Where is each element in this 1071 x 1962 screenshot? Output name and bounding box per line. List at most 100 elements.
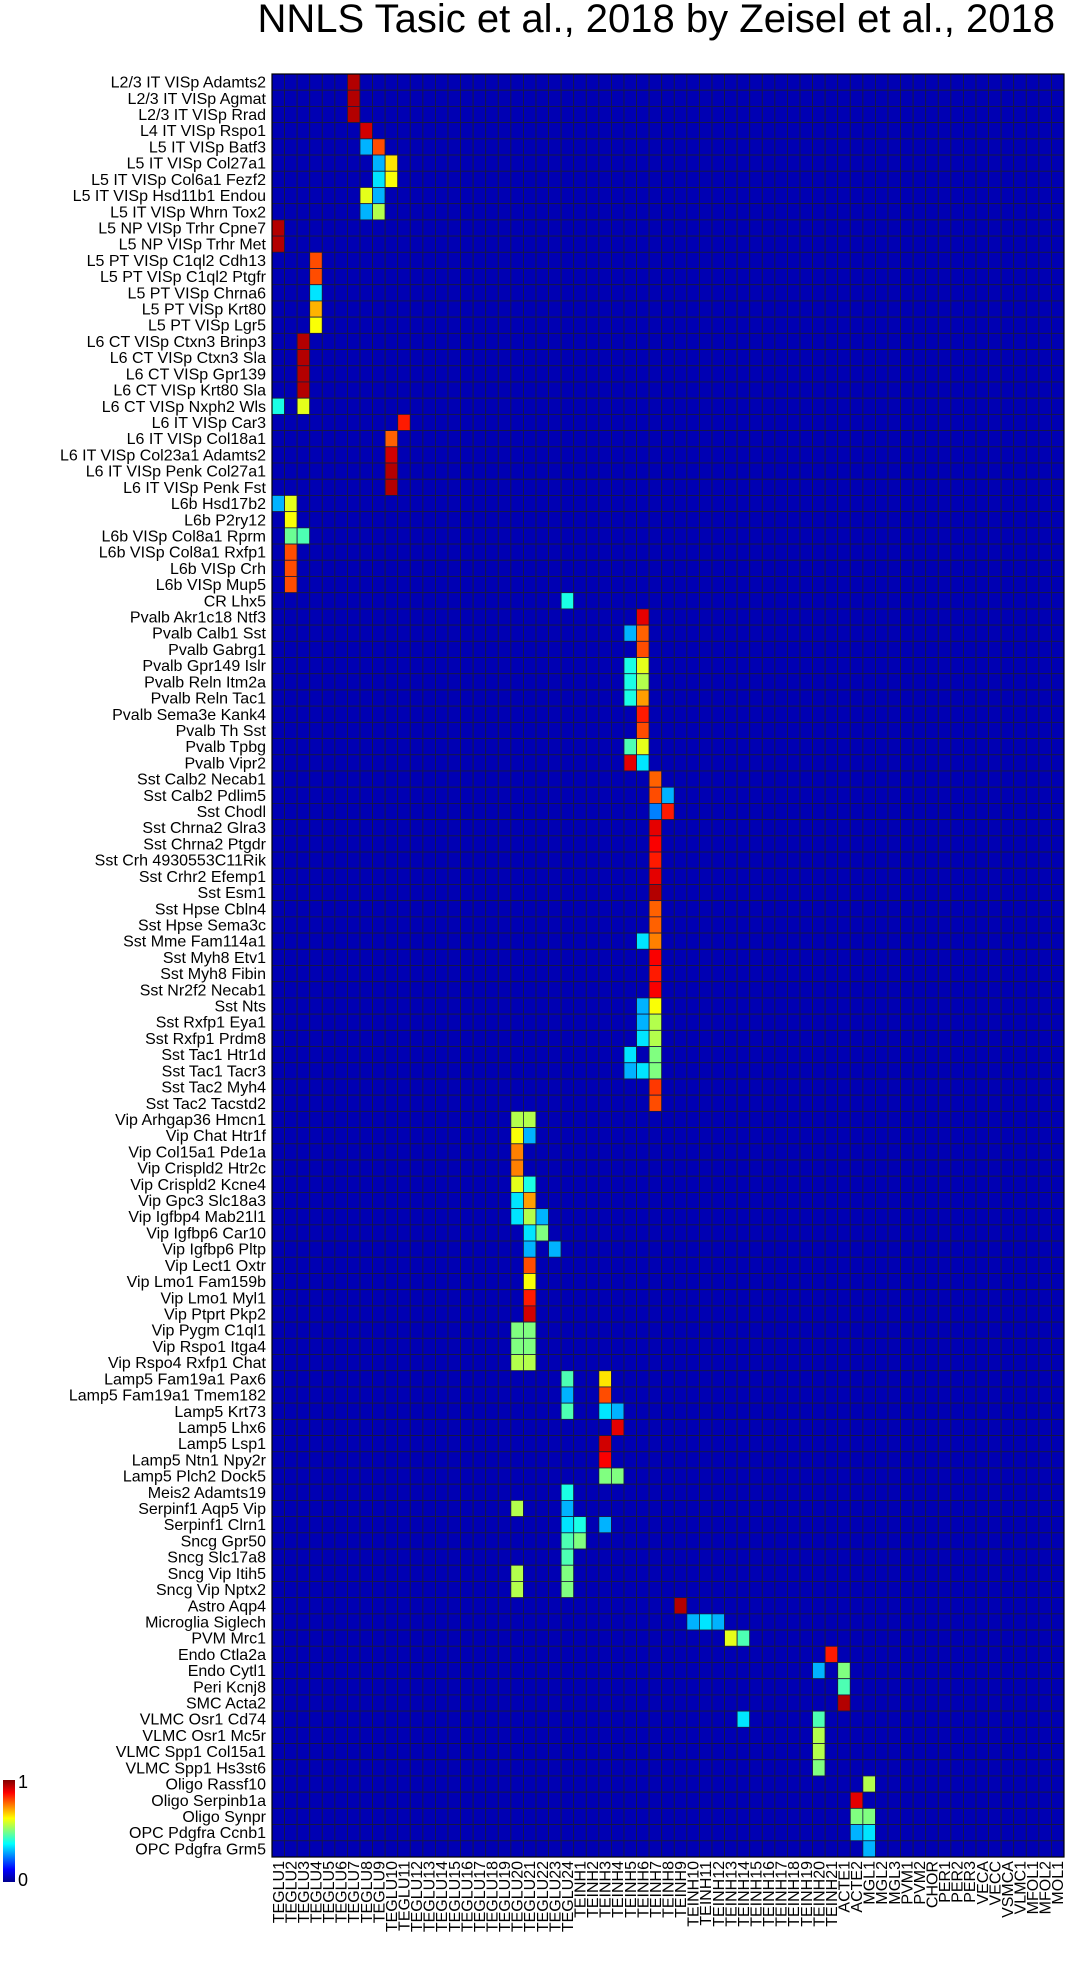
heatmap-cell (887, 1256, 901, 1274)
heatmap-cell (296, 332, 311, 350)
heatmap-cell (887, 511, 901, 529)
heatmap-cell (661, 981, 675, 999)
row-label: Sst Chrna2 Glra3 (142, 820, 266, 837)
heatmap-cell (975, 1256, 989, 1274)
heatmap-cell (925, 203, 939, 221)
heatmap-cell (548, 624, 562, 642)
heatmap-cell (925, 948, 939, 966)
heatmap-cell (384, 349, 399, 367)
heatmap-cell (535, 981, 549, 999)
heatmap-cell (875, 511, 889, 529)
heatmap-cell (673, 1029, 688, 1047)
heatmap-cell (271, 478, 285, 496)
heatmap-cell (560, 997, 575, 1015)
heatmap-cell (623, 1175, 637, 1193)
heatmap-cell (309, 608, 323, 626)
heatmap-cell (636, 1159, 650, 1177)
heatmap-cell (673, 1078, 688, 1096)
heatmap-cell (686, 965, 700, 983)
row-label: Sst Calb2 Pdlim5 (143, 788, 266, 805)
heatmap-cell (485, 997, 499, 1015)
heatmap-cell (774, 381, 788, 399)
row-label: Vip Chat Htr1f (166, 1128, 267, 1145)
heatmap-cell (862, 640, 876, 658)
heatmap-cell (736, 689, 751, 707)
heatmap-cell (761, 495, 776, 513)
heatmap-cell (950, 332, 964, 350)
heatmap-cell (824, 381, 839, 399)
heatmap-cell (699, 349, 713, 367)
heatmap-cell (887, 106, 901, 124)
heatmap-cell (523, 965, 537, 983)
column-label: TEINH1 (573, 1861, 590, 1918)
heatmap-cell (774, 1029, 788, 1047)
heatmap-cell (950, 495, 964, 513)
heatmap-cell (611, 1013, 625, 1031)
heatmap-cell (1038, 754, 1052, 772)
heatmap-cell (397, 1224, 411, 1242)
heatmap-cell (447, 381, 461, 399)
heatmap-cell (460, 495, 474, 513)
heatmap-cell (585, 381, 600, 399)
heatmap-cell (774, 721, 788, 739)
heatmap-cell (523, 689, 537, 707)
heatmap-cell (736, 932, 751, 950)
heatmap-cell (761, 916, 776, 934)
heatmap-cell (812, 673, 826, 691)
heatmap-cell (460, 268, 474, 286)
column-label: TEINH5 (623, 1861, 640, 1918)
heatmap-cell (887, 1240, 901, 1258)
heatmap-cell (1051, 916, 1065, 934)
heatmap-cell (1025, 478, 1040, 496)
heatmap-cell (925, 1013, 939, 1031)
heatmap-cell (598, 381, 612, 399)
heatmap-cell (309, 300, 323, 318)
heatmap-cell (875, 1127, 889, 1145)
heatmap-cell (284, 786, 298, 804)
heatmap-cell (849, 1208, 864, 1226)
heatmap-cell (900, 1224, 914, 1242)
row-label: Sst Nr2f2 Necab1 (140, 982, 266, 999)
heatmap-cell (963, 543, 977, 561)
heatmap-cell (824, 187, 839, 205)
heatmap-cell (1051, 559, 1065, 577)
heatmap-cell (887, 495, 901, 513)
row-label: Pvalb Vipr2 (184, 755, 266, 772)
heatmap-cell (761, 900, 776, 918)
heatmap-cell (347, 268, 361, 286)
heatmap-cell (875, 187, 889, 205)
heatmap-cell (887, 349, 901, 367)
heatmap-cell (560, 932, 575, 950)
heatmap-cell (296, 640, 311, 658)
heatmap-cell (837, 1013, 851, 1031)
heatmap-cell (497, 349, 512, 367)
heatmap-cell (359, 122, 373, 140)
heatmap-cell (975, 1192, 989, 1210)
heatmap-cell (887, 721, 901, 739)
heatmap-cell (761, 689, 776, 707)
heatmap-cell (774, 73, 788, 91)
heatmap-cell (598, 705, 612, 723)
heatmap-cell (673, 576, 688, 594)
heatmap-cell (988, 657, 1002, 675)
heatmap-cell (384, 1029, 399, 1047)
heatmap-cell (510, 1110, 524, 1128)
heatmap-cell (472, 1127, 487, 1145)
heatmap-cell (535, 1094, 549, 1112)
heatmap-cell (711, 1289, 725, 1307)
heatmap-cell (623, 511, 637, 529)
heatmap-cell (1000, 1224, 1015, 1242)
heatmap-cell (435, 819, 449, 837)
heatmap-cell (636, 1013, 650, 1031)
heatmap-cell (485, 284, 499, 302)
heatmap-cell (1000, 754, 1015, 772)
heatmap-cell (447, 640, 461, 658)
heatmap-cell (397, 673, 411, 691)
heatmap-cell (749, 495, 763, 513)
heatmap-cell (510, 1305, 524, 1323)
heatmap-cell (397, 1159, 411, 1177)
heatmap-cell (384, 884, 399, 902)
heatmap-cell (988, 495, 1002, 513)
heatmap-cell (435, 981, 449, 999)
heatmap-cell (284, 1094, 298, 1112)
